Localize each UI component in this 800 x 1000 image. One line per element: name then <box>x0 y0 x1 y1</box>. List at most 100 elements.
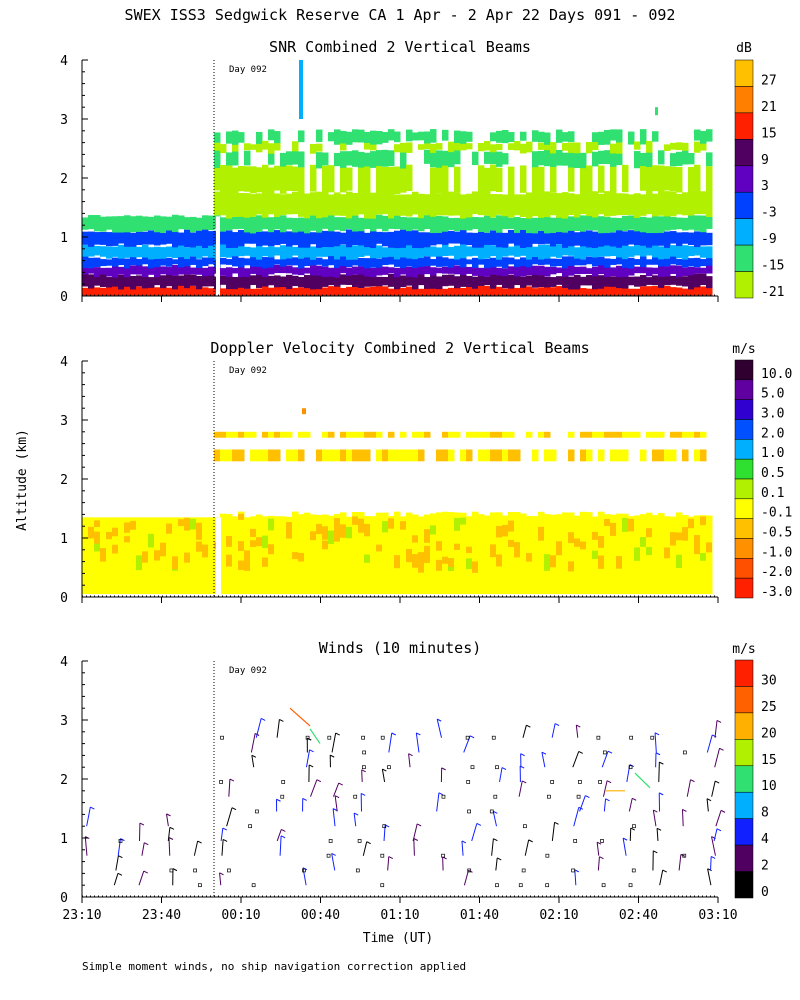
colorbar-label: 10.0 <box>761 367 792 382</box>
doppler-cell <box>310 514 317 595</box>
snr-cell <box>508 229 515 244</box>
snr-cell <box>256 273 263 288</box>
snr-cell <box>526 286 533 296</box>
snr-cell <box>490 132 497 142</box>
snr-cell <box>112 274 119 287</box>
doppler-upper-cell <box>508 431 515 438</box>
snr-cell <box>334 245 341 260</box>
snr-cell <box>220 194 227 216</box>
snr-cell <box>490 287 497 296</box>
snr-cell <box>538 244 545 260</box>
doppler-upper-cell <box>514 449 521 462</box>
snr-cell <box>196 275 203 290</box>
snr-cell <box>112 216 119 233</box>
snr-cell <box>100 274 107 287</box>
colorbar-label: 27 <box>761 73 777 88</box>
snr-cell <box>580 215 587 232</box>
colorbar-label: 15 <box>761 753 777 768</box>
doppler-upper-cell <box>400 449 407 462</box>
snr-cell <box>616 129 623 143</box>
snr-speckle <box>655 107 658 116</box>
snr-cell <box>184 247 191 260</box>
doppler-speckle <box>346 532 352 539</box>
snr-cell <box>310 143 317 154</box>
doppler-speckle <box>568 561 574 572</box>
snr-cell <box>406 286 413 296</box>
snr-cell <box>568 230 575 247</box>
snr-cell <box>436 193 443 216</box>
snr-cell <box>430 286 437 296</box>
snr-cell <box>370 276 377 287</box>
snr-cell <box>136 275 143 287</box>
doppler-speckle <box>676 532 682 541</box>
snr-cell <box>166 267 173 275</box>
snr-cell <box>190 216 197 233</box>
snr-cell <box>532 265 539 275</box>
snr-cell <box>274 140 281 151</box>
snr-cell <box>370 286 377 296</box>
doppler-cell <box>148 517 155 595</box>
snr-cell <box>250 166 257 194</box>
wind-barb-flag <box>630 827 635 831</box>
doppler-cell <box>124 517 131 595</box>
wind-barb <box>167 827 171 842</box>
colorbar-label: 5.0 <box>761 387 784 402</box>
x-axis-label: Time (UT) <box>363 931 433 946</box>
snr-cell <box>610 258 617 265</box>
snr-cell <box>238 192 245 217</box>
snr-cell <box>688 152 695 165</box>
snr-cell <box>268 129 275 141</box>
snr-cell <box>238 229 245 247</box>
snr-cell <box>484 151 491 164</box>
snr-cell <box>202 215 209 230</box>
calm-wind-marker <box>545 853 550 858</box>
snr-cell <box>130 216 137 233</box>
snr-cell <box>526 192 533 219</box>
doppler-cell <box>436 512 443 595</box>
snr-cell <box>544 229 551 244</box>
snr-cell <box>550 266 557 275</box>
snr-cell <box>580 166 587 193</box>
wind-barb-flag <box>117 872 123 876</box>
snr-cell <box>304 267 311 274</box>
snr-cell <box>334 285 341 296</box>
doppler-speckle <box>628 518 634 532</box>
snr-cell <box>652 267 659 275</box>
snr-cell <box>310 215 317 231</box>
colorbar-label: -0.1 <box>761 506 792 521</box>
snr-cell <box>262 285 269 296</box>
doppler-speckle <box>322 540 328 550</box>
snr-cell <box>388 246 395 257</box>
snr-cell <box>658 165 665 195</box>
snr-cell <box>520 244 527 256</box>
snr-cell <box>646 267 653 277</box>
wind-barb <box>117 838 121 856</box>
snr-cell <box>562 256 569 269</box>
snr-cell <box>286 246 293 259</box>
calm-wind-marker <box>601 883 606 888</box>
doppler-speckle <box>466 558 472 570</box>
calm-wind-marker <box>576 794 581 799</box>
doppler-speckle <box>238 541 244 552</box>
wind-barb-flag <box>441 767 446 771</box>
doppler-cell <box>352 512 359 595</box>
snr-cell <box>400 142 407 153</box>
doppler-speckle <box>244 550 250 560</box>
snr-cell <box>226 165 233 195</box>
snr-cell <box>604 150 611 165</box>
snr-cell <box>88 246 95 257</box>
snr-cell <box>502 232 509 248</box>
snr-cell <box>226 216 233 231</box>
snr-cell <box>664 266 671 277</box>
doppler-speckle <box>358 518 364 533</box>
doppler-units-label: m/s <box>732 342 755 357</box>
snr-cell <box>316 129 323 142</box>
calm-wind-marker <box>628 883 633 888</box>
doppler-speckle <box>406 549 412 563</box>
snr-cell <box>442 129 449 141</box>
doppler-upper-cell <box>526 431 533 438</box>
snr-cell <box>616 217 623 231</box>
snr-cell <box>490 245 497 257</box>
